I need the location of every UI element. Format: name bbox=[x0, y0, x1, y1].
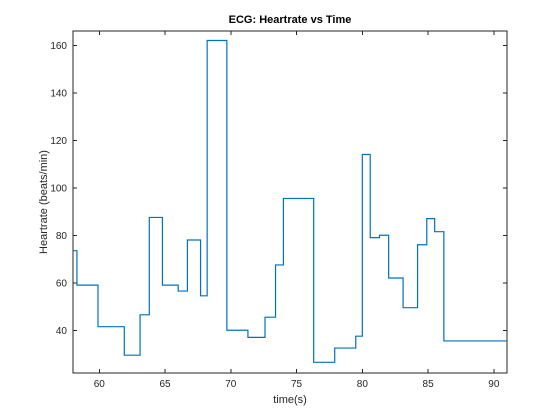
series-line bbox=[73, 39, 507, 363]
x-tick-label: 80 bbox=[357, 379, 369, 390]
chart-title: ECG: Heartrate vs Time bbox=[229, 14, 352, 26]
x-axis-label: time(s) bbox=[273, 394, 307, 406]
x-tick-label: 75 bbox=[291, 379, 303, 390]
x-tick-label: 60 bbox=[94, 379, 106, 390]
series-group bbox=[73, 39, 507, 363]
y-tick-label: 120 bbox=[50, 136, 67, 147]
y-tick-label: 60 bbox=[56, 278, 68, 289]
y-tick-label: 40 bbox=[56, 326, 68, 337]
x-tick-label: 85 bbox=[423, 379, 435, 390]
y-tick-label: 160 bbox=[50, 41, 67, 52]
y-tick-label: 80 bbox=[56, 231, 68, 242]
x-tick-label: 90 bbox=[488, 379, 500, 390]
y-tick-label: 100 bbox=[50, 183, 67, 194]
y-axis-label: Heartrate (beats/min) bbox=[38, 150, 50, 254]
axes-box bbox=[72, 30, 508, 374]
ticks: 60 65 70 75 80 85 90 40 60 80 100 120 140 160 bbox=[50, 31, 507, 390]
x-tick-label: 70 bbox=[225, 379, 237, 390]
x-tick-label: 65 bbox=[159, 379, 171, 390]
y-tick-label: 140 bbox=[50, 88, 67, 99]
axes bbox=[72, 30, 508, 374]
